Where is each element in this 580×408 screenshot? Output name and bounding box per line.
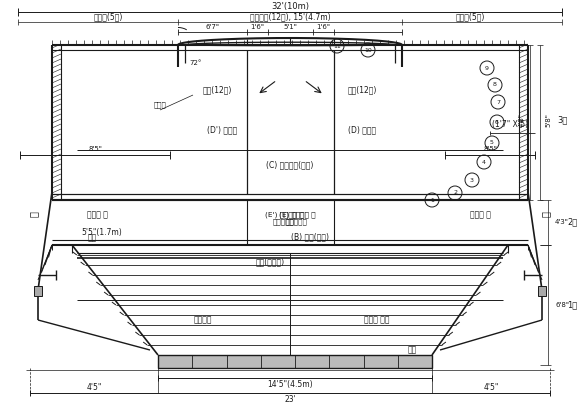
Text: 1'6": 1'6" <box>316 24 330 30</box>
Text: 노: 노 <box>29 212 39 217</box>
Text: 6'7": 6'7" <box>205 24 219 30</box>
Text: 식량창고: 식량창고 <box>194 315 212 324</box>
Text: 4'5": 4'5" <box>483 384 499 392</box>
Text: (D) 선장방: (D) 선장방 <box>348 126 376 135</box>
Text: 8'5": 8'5" <box>483 146 497 152</box>
Bar <box>34 286 42 296</box>
Text: 6'8": 6'8" <box>555 302 569 308</box>
Text: 함포개판(12장), 15'(4.7m): 함포개판(12장), 15'(4.7m) <box>249 13 331 22</box>
Text: 8: 8 <box>493 82 497 87</box>
Text: 7: 7 <box>496 100 500 104</box>
Text: 3층: 3층 <box>557 115 567 124</box>
Text: 2층: 2층 <box>567 217 577 226</box>
Text: 우포(12문): 우포(12문) <box>202 86 231 95</box>
Bar <box>158 355 432 368</box>
Text: 5: 5 <box>490 140 494 146</box>
Text: 노: 노 <box>541 212 551 217</box>
Text: 2: 2 <box>453 191 457 195</box>
Text: 4'3": 4'3" <box>555 219 569 225</box>
Text: 4: 4 <box>482 160 486 164</box>
Text: 좌포(12문): 좌포(12문) <box>347 86 376 95</box>
Bar <box>538 286 546 296</box>
Text: (E) 무기창고 및
군사휴식방: (E) 무기창고 및 군사휴식방 <box>278 211 316 225</box>
Text: 23': 23' <box>284 395 296 404</box>
Text: 1: 1 <box>430 197 434 202</box>
Text: 모서리: 모서리 <box>154 102 166 108</box>
Text: 3: 3 <box>470 177 474 182</box>
Text: 9: 9 <box>485 66 489 71</box>
Text: 멍에: 멍에 <box>88 233 97 242</box>
Text: (D') 장교방: (D') 장교방 <box>207 126 237 135</box>
Text: 1층: 1층 <box>567 301 577 310</box>
Text: 군량미 창고: 군량미 창고 <box>364 315 390 324</box>
Text: 5'8": 5'8" <box>545 113 551 127</box>
Text: 장쇠(가룡목): 장쇠(가룡목) <box>255 257 285 266</box>
Text: 32'(10m): 32'(10m) <box>271 2 309 11</box>
Text: (C) 좌우포판(상장): (C) 좌우포판(상장) <box>266 160 314 169</box>
Text: 72°: 72° <box>190 60 202 66</box>
Text: 5'1": 5'1" <box>283 24 297 30</box>
Text: 노젓는 곳: 노젓는 곳 <box>470 211 491 220</box>
Text: 11: 11 <box>333 44 341 49</box>
Text: 6: 6 <box>495 120 499 124</box>
Text: 10: 10 <box>364 47 372 53</box>
Text: 8'5": 8'5" <box>88 146 102 152</box>
Text: 1'6": 1'6" <box>250 24 264 30</box>
Text: 4'5": 4'5" <box>86 384 102 392</box>
Text: (1'7" X 5): (1'7" X 5) <box>492 120 528 129</box>
Text: 14'5"(4.5m): 14'5"(4.5m) <box>267 379 313 388</box>
Text: 4'8": 4'8" <box>519 113 525 127</box>
Text: 좌개판(5장): 좌개판(5장) <box>455 13 485 22</box>
Text: 현판: 현판 <box>407 346 416 355</box>
Text: 5'5"(1.7m): 5'5"(1.7m) <box>82 228 122 237</box>
Text: (E') 무기창고 및
군사휴식방: (E') 무기창고 및 군사휴식방 <box>264 211 303 225</box>
Text: 노젓는 곳: 노젓는 곳 <box>86 211 107 220</box>
Text: 우개판(5장): 우개판(5장) <box>93 13 123 22</box>
Text: (B) 포판(하장): (B) 포판(하장) <box>291 233 329 242</box>
